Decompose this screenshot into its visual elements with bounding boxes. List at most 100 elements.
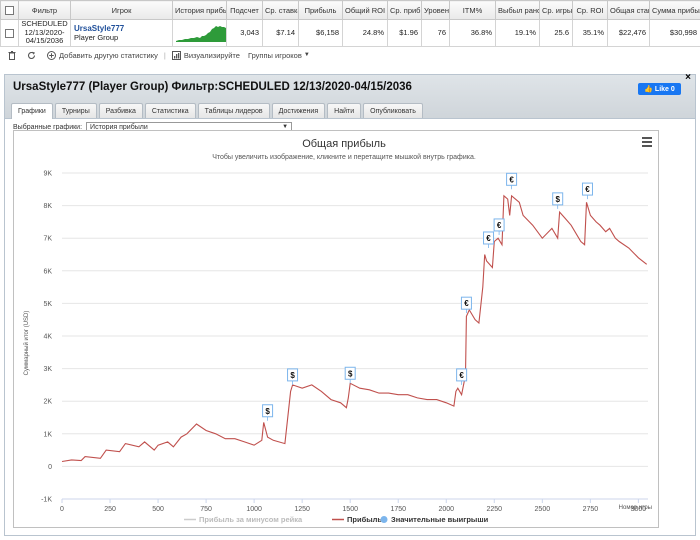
y-tick-label: 5K — [43, 301, 52, 308]
cell-player: UrsaStyle777 Player Group — [70, 19, 173, 47]
col-header-total-stake[interactable]: Общая ставка — [607, 0, 650, 20]
col-header-avg-games[interactable]: Ср. игры — [539, 0, 573, 20]
col-header-filter[interactable]: Фильтр — [18, 0, 71, 20]
cell-avg-roi: 35.1% — [572, 19, 608, 47]
filter-date-to: 04/15/2036 — [25, 36, 64, 45]
legend-item-profit[interactable]: Прибыль — [332, 515, 382, 524]
big-win-marker[interactable]: € — [460, 296, 472, 314]
add-stat-button[interactable]: Добавить другую статистику — [47, 50, 158, 60]
player-groups-dropdown[interactable]: Группы игроков ▼ — [248, 51, 310, 60]
x-tick-label: 2000 — [438, 506, 454, 513]
y-tick-label: 6K — [43, 268, 52, 275]
x-tick-label: 3000 — [631, 506, 647, 513]
cell-profit: $6,158 — [298, 19, 343, 47]
cell-history — [172, 19, 227, 47]
big-win-symbol: $ — [348, 369, 353, 378]
col-header-avg-profit[interactable]: Ср. прибыль — [387, 0, 422, 20]
tab-leaderboards[interactable]: Таблицы лидеров — [197, 103, 270, 118]
big-win-marker[interactable]: € — [581, 182, 593, 200]
col-header-avg-stake[interactable]: Ср. ставка — [262, 0, 299, 20]
big-win-symbol: $ — [265, 407, 270, 416]
visualize-label: Визуализируйте — [183, 50, 240, 60]
tab-charts[interactable]: Графики — [11, 103, 53, 119]
big-win-marker[interactable]: € — [506, 172, 518, 190]
player-groups-label: Группы игроков — [247, 50, 302, 60]
close-icon[interactable]: × — [685, 72, 691, 83]
hamburger-menu-icon[interactable] — [642, 137, 652, 149]
y-tick-label: 8K — [43, 203, 52, 210]
chart-icon — [171, 50, 181, 60]
legend-item-minus-rake[interactable]: Прибыль за минусом рейка — [184, 515, 303, 524]
tab-achievements[interactable]: Достижения — [271, 103, 326, 118]
legend-item-big-wins[interactable]: Значительные выигрыши — [380, 515, 489, 524]
delete-button[interactable] — [8, 50, 19, 60]
add-icon — [47, 50, 56, 60]
big-win-marker[interactable]: € — [483, 231, 495, 248]
thumbs-up-icon: 👍 — [644, 86, 653, 93]
col-header-early-out[interactable]: Выбыл рано — [495, 0, 540, 20]
big-win-symbol: € — [486, 234, 491, 243]
col-header-itm[interactable]: ITM% — [449, 0, 496, 20]
filter-date-from: 12/13/2020- — [24, 27, 65, 37]
big-win-marker[interactable]: € — [493, 218, 505, 235]
select-all-checkbox[interactable] — [0, 0, 19, 20]
x-tick-label: 500 — [152, 506, 164, 513]
cell-early-out: 19.1% — [495, 19, 540, 47]
filter-name: SCHEDULED — [21, 19, 68, 28]
col-header-level[interactable]: Уровень — [421, 0, 450, 20]
x-tick-label: 0 — [60, 506, 64, 513]
profit-sparkline[interactable] — [176, 24, 226, 42]
big-win-marker[interactable]: $ — [552, 192, 564, 209]
chevron-down-icon: ▼ — [303, 52, 310, 58]
big-win-symbol: € — [459, 371, 464, 380]
y-tick-label: 9K — [43, 171, 52, 178]
tab-statistics[interactable]: Статистика — [144, 103, 196, 118]
big-win-symbol: € — [497, 221, 502, 230]
player-link[interactable]: UrsaStyle777 — [74, 23, 125, 33]
table-row: SCHEDULED 12/13/2020- 04/15/2036 UrsaSty… — [0, 19, 700, 47]
facebook-like-button[interactable]: 👍 Like 0 — [638, 83, 681, 95]
big-win-marker[interactable]: $ — [344, 366, 356, 384]
x-tick-label: 1250 — [294, 506, 310, 513]
legend-label: Прибыль — [347, 515, 382, 524]
col-header-player[interactable]: Игрок — [70, 0, 173, 20]
table-header-row: Фильтр Игрок История прибыли Подсчет Ср.… — [0, 0, 700, 20]
x-tick-label: 2250 — [487, 506, 503, 513]
cell-count: 3,043 — [226, 19, 263, 47]
chart-subtitle: Чтобы увеличить изображение, кликните и … — [212, 153, 476, 161]
big-win-marker[interactable]: $ — [287, 368, 299, 385]
cell-sum-profit: $30,998 — [649, 19, 700, 47]
big-win-symbol: € — [509, 175, 514, 184]
col-header-profit[interactable]: Прибыль — [298, 0, 343, 20]
legend-label: Значительные выигрыши — [391, 515, 489, 524]
tab-publish[interactable]: Опубликовать — [363, 103, 423, 118]
tab-tournaments[interactable]: Турниры — [54, 103, 97, 118]
x-axis-label: Номер игры — [619, 505, 652, 511]
refresh-icon — [27, 51, 36, 59]
tab-find[interactable]: Найти — [327, 103, 362, 118]
chart-legend: Прибыль за минусом рейка Прибыль Значитель… — [184, 515, 489, 524]
big-win-symbol: € — [464, 299, 469, 308]
stats-table: Фильтр Игрок История прибыли Подсчет Ср.… — [0, 0, 700, 47]
refresh-button[interactable] — [27, 51, 39, 60]
col-header-total-roi[interactable]: Общий ROI — [342, 0, 388, 20]
big-win-marker[interactable]: € — [456, 368, 468, 385]
cell-total-stake: $22,476 — [607, 19, 650, 47]
col-header-history[interactable]: История прибыли — [172, 0, 227, 20]
graph-select-label: Выбранные графики: — [13, 124, 83, 131]
visualize-button[interactable]: Визуализируйте — [171, 50, 240, 60]
x-tick-label: 1500 — [342, 506, 358, 513]
add-stat-label: Добавить другую статистику — [59, 50, 158, 60]
col-header-count[interactable]: Подсчет — [226, 0, 263, 20]
big-win-marker[interactable]: $ — [262, 404, 274, 421]
chart-title: Общая прибыль — [302, 138, 386, 150]
col-header-sum-profit[interactable]: Сумма прибыли — [649, 0, 700, 20]
profit-chart[interactable]: -1K 0 1K 2K 3K 4K 5K 6K 7K 8K 9K 0 250 500 750 1000 1250… — [13, 130, 659, 528]
cell-total-roi: 24.8% — [342, 19, 388, 47]
tab-breakdown[interactable]: Разбивка — [98, 103, 143, 118]
chart-canvas[interactable]: -1K 0 1K 2K 3K 4K 5K 6K 7K 8K 9K 0 250 500 750 1000 1250… — [14, 131, 660, 529]
table-toolbar: Добавить другую статистику | Визуализиру… — [0, 47, 700, 63]
toolbar-separator: | — [163, 50, 166, 60]
col-header-avg-roi[interactable]: Ср. ROI — [572, 0, 608, 20]
row-checkbox[interactable] — [0, 19, 19, 47]
